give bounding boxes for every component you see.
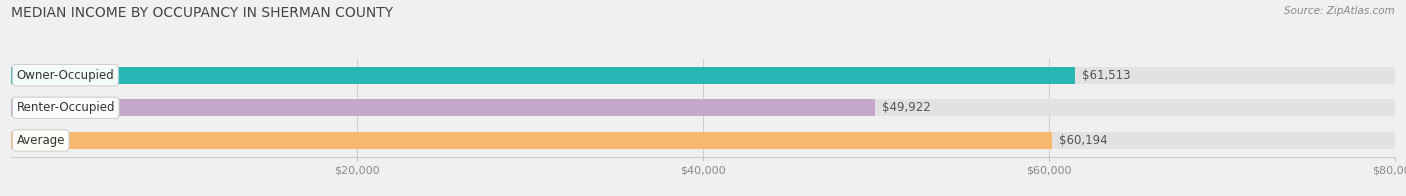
Text: $61,513: $61,513 [1083, 69, 1130, 82]
Text: Source: ZipAtlas.com: Source: ZipAtlas.com [1284, 6, 1395, 16]
Bar [11, 132, 1395, 149]
Bar [11, 99, 875, 116]
Bar [11, 67, 1395, 84]
Text: Renter-Occupied: Renter-Occupied [17, 101, 115, 114]
Bar [11, 67, 1076, 84]
Bar [11, 99, 1395, 116]
Text: MEDIAN INCOME BY OCCUPANCY IN SHERMAN COUNTY: MEDIAN INCOME BY OCCUPANCY IN SHERMAN CO… [11, 6, 394, 20]
Text: Average: Average [17, 134, 65, 147]
Text: $49,922: $49,922 [882, 101, 931, 114]
Text: $60,194: $60,194 [1059, 134, 1108, 147]
Bar [11, 132, 1052, 149]
Text: Owner-Occupied: Owner-Occupied [17, 69, 114, 82]
